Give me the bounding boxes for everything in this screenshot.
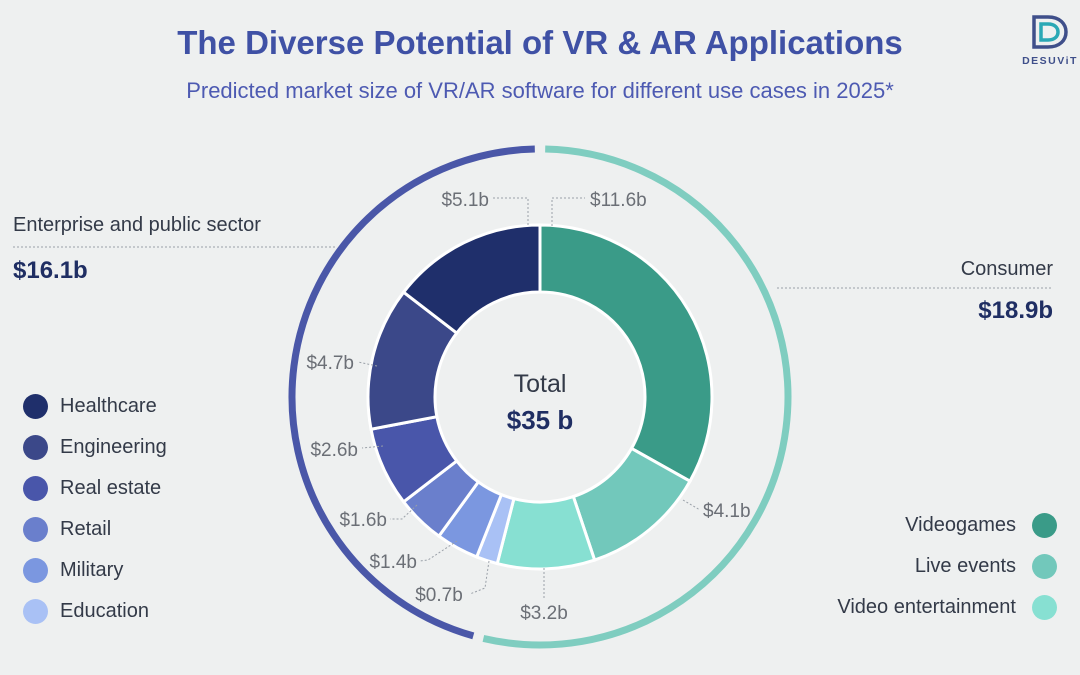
legend-item-video-entertainment: Video entertainment (837, 587, 1057, 628)
value-label-military: $1.4b (369, 552, 417, 573)
value-label-retail: $1.6b (339, 510, 387, 531)
logo-text: DESUViT (1022, 55, 1078, 67)
legend-swatch-real-estate (23, 476, 48, 501)
legend-swatch-live-events (1032, 554, 1057, 579)
legend-label-live-events: Live events (914, 555, 1016, 577)
value-leader-live-events (682, 499, 701, 511)
legend-swatch-retail (23, 517, 48, 542)
value-leader-military (419, 540, 458, 562)
legend-swatch-engineering (23, 435, 48, 460)
value-label-engineering: $4.7b (306, 353, 354, 374)
value-leader-retail (390, 504, 418, 520)
value-label-live-events: $4.1b (703, 501, 751, 522)
legend-swatch-education (23, 599, 48, 624)
consumer-group-total: $18.9b (978, 297, 1053, 324)
legend-item-education: Education (23, 591, 167, 632)
legend-label-education: Education (60, 600, 149, 622)
chart-title: The Diverse Potential of VR & AR Applica… (177, 24, 903, 61)
value-label-real-estate: $2.6b (310, 440, 358, 461)
segment-healthcare (401, 223, 542, 336)
legend-label-engineering: Engineering (60, 436, 167, 458)
legend-item-retail: Retail (23, 509, 167, 550)
legend-swatch-healthcare (23, 394, 48, 419)
legend-label-real-estate: Real estate (60, 477, 162, 499)
desuvit-logo: DESUViT (1022, 14, 1078, 67)
legend-item-live-events: Live events (837, 546, 1057, 587)
legend-item-military: Military (23, 550, 167, 591)
value-leader-videogames (551, 197, 585, 226)
legend-label-videogames: Videogames (905, 514, 1016, 536)
value-leader-real-estate (361, 445, 384, 449)
center-total-value: $35 b (506, 405, 574, 435)
value-label-videogames: $11.6b (590, 190, 647, 211)
legend-swatch-video-entertainment (1032, 595, 1057, 620)
chart-subtitle: Predicted market size of VR/AR software … (186, 78, 894, 103)
center-total-label: Total (513, 370, 567, 398)
enterprise-group-label: Enterprise and public sector (13, 214, 261, 236)
value-label-education: $0.7b (415, 585, 463, 606)
legend-consumer: Videogames Live events Video entertainment (837, 505, 1057, 628)
legend-label-military: Military (60, 559, 124, 581)
value-label-healthcare: $5.1b (441, 190, 489, 211)
value-leader-education (469, 560, 490, 595)
legend-swatch-military (23, 558, 48, 583)
legend-label-healthcare: Healthcare (60, 395, 157, 417)
value-label-video-entertainment: $3.2b (520, 603, 568, 624)
legend-item-videogames: Videogames (837, 505, 1057, 546)
legend-enterprise: Healthcare Engineering Real estate Retail Mi… (23, 386, 167, 632)
value-leader-engineering (357, 361, 378, 367)
legend-item-real-estate: Real estate (23, 468, 167, 509)
segment-videogames (538, 223, 714, 484)
legend-item-healthcare: Healthcare (23, 386, 167, 427)
desuvit-logo-icon (1032, 15, 1068, 49)
legend-item-engineering: Engineering (23, 427, 167, 468)
consumer-group-arc (482, 145, 792, 649)
consumer-group-label: Consumer (960, 258, 1053, 280)
legend-label-video-entertainment: Video entertainment (837, 596, 1016, 618)
legend-label-retail: Retail (60, 518, 112, 540)
enterprise-group-arc (288, 145, 535, 640)
legend-swatch-videogames (1032, 513, 1057, 538)
enterprise-group-total: $16.1b (13, 257, 88, 284)
value-leader-healthcare (493, 197, 529, 226)
